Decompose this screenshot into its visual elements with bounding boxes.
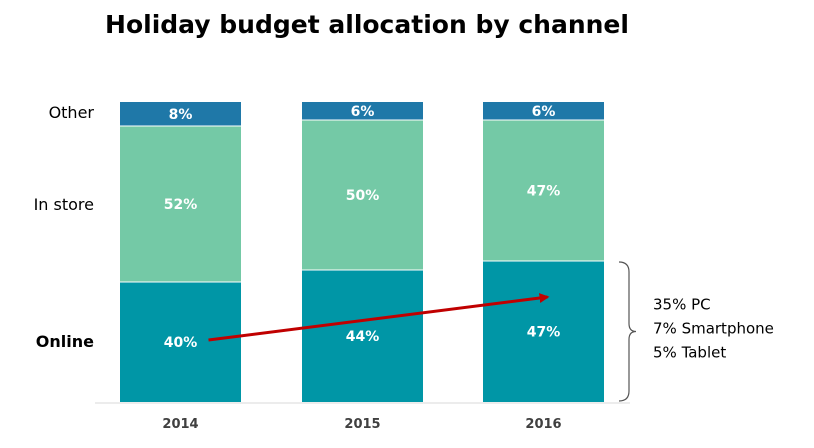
- category-labels-group: 2014 2015 2016: [162, 417, 561, 432]
- bar-in-store-2014: [120, 126, 241, 282]
- annotations-group: 35% PC 7% Smartphone 5% Tablet: [208, 261, 774, 402]
- trend-arrow: [208, 293, 550, 342]
- bar-other-2016: [483, 102, 604, 120]
- bar-in-store-2016: [483, 120, 604, 261]
- data-label-in-store-2015: 50%: [346, 188, 380, 204]
- data-label-in-store-2016: 47%: [527, 184, 561, 200]
- series-label-other: Other: [49, 103, 95, 122]
- bar-online-2015: [302, 270, 423, 402]
- breakdown-brace: [618, 261, 637, 402]
- chart-title: Holiday budget allocation by channel: [105, 10, 629, 39]
- series-label-online: Online: [36, 332, 94, 351]
- bar-in-store-2015: [302, 120, 423, 270]
- bar-other-2014: [120, 102, 241, 126]
- data-label-online-2016: 47%: [527, 325, 561, 341]
- series-label-in-store: In store: [34, 195, 94, 214]
- category-label-2016: 2016: [525, 417, 561, 432]
- data-label-other-2014: 8%: [169, 107, 193, 123]
- category-label-2014: 2014: [162, 417, 198, 432]
- breakdown-line-2: 7% Smartphone: [653, 320, 774, 338]
- bars-group: 40% 52% 8% 44% 50% 6% 47% 47% 6%: [95, 102, 630, 404]
- data-label-other-2015: 6%: [351, 104, 375, 120]
- bar-online-2014: [120, 282, 241, 402]
- breakdown-line-1: 35% PC: [653, 296, 711, 314]
- bar-other-2015: [302, 102, 423, 120]
- data-label-online-2014: 40%: [164, 335, 198, 351]
- data-label-other-2016: 6%: [532, 104, 556, 120]
- category-label-2015: 2015: [344, 417, 380, 432]
- series-labels-group: Online In store Other: [34, 103, 95, 351]
- breakdown-line-3: 5% Tablet: [653, 344, 726, 362]
- data-label-online-2015: 44%: [346, 329, 380, 345]
- data-label-in-store-2014: 52%: [164, 197, 198, 213]
- bar-online-2016: [483, 261, 604, 402]
